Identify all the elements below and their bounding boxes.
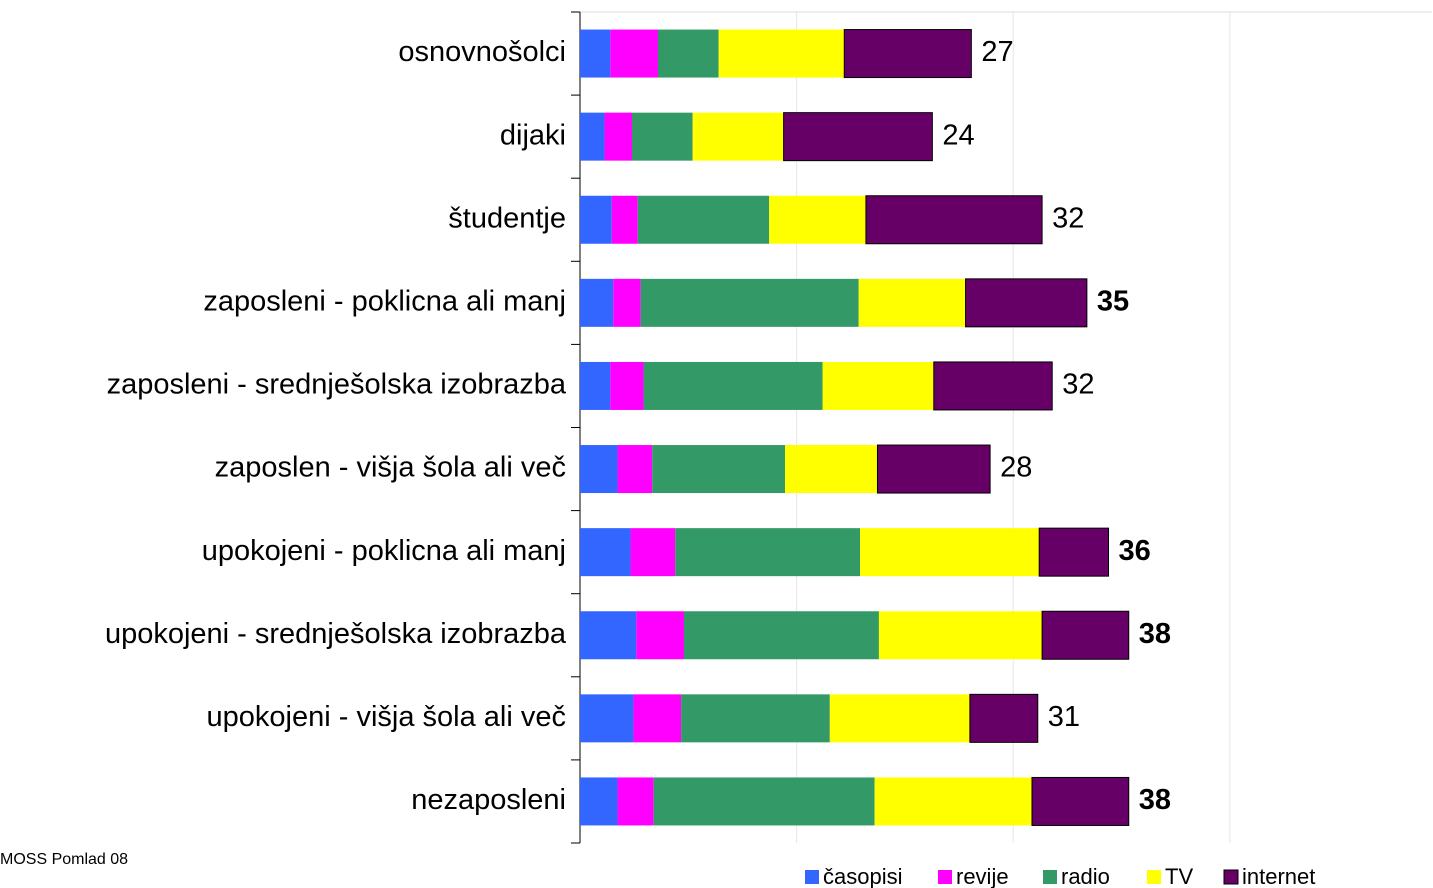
bar-segment: [580, 195, 612, 244]
total-label: 24: [942, 119, 974, 151]
bar-segment: [822, 361, 934, 410]
y-tick-label: upokojeni - višja šola ali več: [207, 701, 566, 733]
bar-segment: [636, 611, 684, 660]
bar-segment: [610, 29, 658, 78]
bar-segment: [718, 29, 845, 78]
bar-segment: [874, 777, 1032, 826]
bar-segment: [783, 112, 933, 162]
legend-swatch: [1147, 870, 1161, 884]
total-label: 38: [1139, 618, 1171, 650]
bar-segment: [580, 278, 614, 327]
bar-segment: [657, 29, 719, 78]
bar-segment: [876, 444, 991, 494]
bar-segment: [1031, 776, 1130, 826]
bar-segment: [858, 278, 966, 327]
bar-segment: [630, 528, 676, 577]
bar-segment: [580, 112, 605, 161]
bar-segment: [580, 777, 618, 826]
bar-segment: [681, 694, 830, 743]
y-tick-label: nezaposleni: [411, 784, 566, 816]
bar-segment: [965, 278, 1088, 328]
bar-segment: [633, 694, 682, 743]
bar-segment: [580, 445, 618, 494]
bar-segment: [617, 445, 653, 494]
bar-segment: [769, 195, 866, 244]
bar-segment: [865, 195, 1043, 245]
legend-label: radio: [1061, 864, 1110, 888]
total-label: 28: [1000, 452, 1032, 484]
legend-swatch: [805, 870, 819, 884]
bar-segment: [613, 278, 641, 327]
legend-label: revije: [956, 864, 1009, 888]
footnote: MOSS Pomlad 08: [0, 851, 128, 868]
bar-segment: [692, 112, 784, 161]
bar-segment: [580, 694, 634, 743]
y-tick-label: zaposleni - srednješolska izobrazba: [107, 369, 567, 401]
total-label: 32: [1052, 202, 1084, 234]
bar-segment: [1038, 527, 1110, 577]
bar-segment: [653, 777, 875, 826]
bar-segment: [785, 445, 878, 494]
y-tick-label: upokojeni - poklicna ali manj: [202, 535, 566, 567]
total-label: 35: [1097, 286, 1129, 318]
bar-segment: [580, 528, 631, 577]
bar-segment: [617, 777, 654, 826]
y-tick-label: osnovnošolci: [398, 36, 566, 68]
legend-swatch: [1043, 870, 1057, 884]
bar-segment: [933, 361, 1053, 411]
bar-segment: [878, 611, 1043, 660]
legend-label: časopisi: [823, 864, 902, 888]
legend-swatch: [1223, 869, 1239, 885]
total-label: 36: [1119, 535, 1151, 567]
legend-label: TV: [1165, 864, 1193, 888]
bar-segment: [611, 195, 638, 244]
legend-label: internet: [1242, 864, 1315, 888]
bar-segment: [640, 278, 859, 327]
bar-segment: [969, 693, 1039, 743]
legend-swatch: [938, 870, 952, 884]
bar-segment: [637, 195, 770, 244]
total-label: 38: [1139, 784, 1171, 816]
bar-segment: [580, 611, 637, 660]
bar-segment: [580, 29, 611, 78]
bar-segment: [843, 29, 972, 79]
bar-segment: [604, 112, 632, 161]
bar-segment: [675, 528, 861, 577]
bar-segment: [643, 361, 823, 410]
bar-segment: [631, 112, 693, 161]
bar-segment: [610, 361, 644, 410]
total-label: 31: [1048, 701, 1080, 733]
bar-segment: [829, 694, 970, 743]
bar-segment: [683, 611, 879, 660]
bar-segment: [1041, 610, 1130, 660]
y-tick-label: zaposleni - poklicna ali manj: [203, 286, 566, 318]
bar-segment: [652, 445, 786, 494]
y-tick-label: zaposlen - višja šola ali več: [215, 452, 566, 484]
y-tick-label: upokojeni - srednješolska izobrazba: [105, 618, 567, 650]
total-label: 32: [1062, 369, 1094, 401]
bar-segment: [580, 361, 611, 410]
bar-segment: [860, 528, 1040, 577]
y-tick-label: dijaki: [500, 119, 566, 151]
y-tick-label: študentje: [448, 202, 566, 234]
total-label: 27: [981, 36, 1013, 68]
